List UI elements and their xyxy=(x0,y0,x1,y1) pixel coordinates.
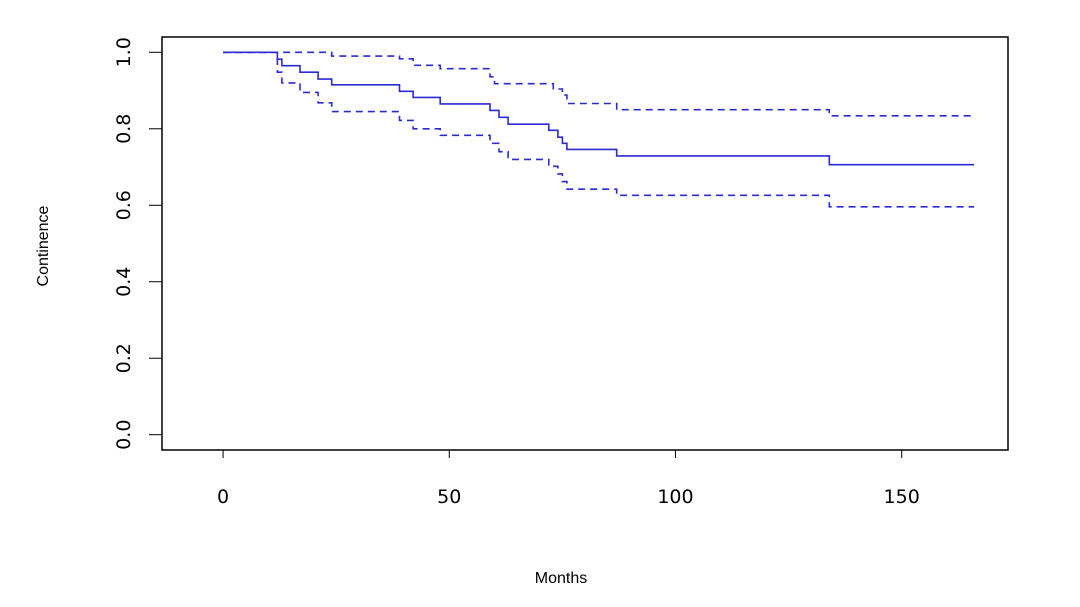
x-axis: 0 50 100 150 xyxy=(217,449,920,508)
upper-confidence-band xyxy=(223,51,975,117)
y-tick-label: 0.4 xyxy=(113,267,135,297)
y-tick-label: 0.8 xyxy=(113,114,135,144)
y-axis-title: Continence xyxy=(35,205,52,286)
x-tick-label: 50 xyxy=(437,486,461,508)
y-axis: 0.0 0.2 0.4 0.6 0.8 1.0 xyxy=(113,37,162,450)
survival-curve xyxy=(223,51,975,166)
y-tick-label: 0.0 xyxy=(113,420,135,450)
x-tick-label: 100 xyxy=(657,486,693,508)
x-axis-title: Months xyxy=(535,570,587,587)
y-tick-label: 1.0 xyxy=(113,37,135,67)
plot-frame xyxy=(161,36,1009,451)
y-tick-label: 0.2 xyxy=(113,343,135,373)
x-tick-label: 150 xyxy=(884,486,920,508)
x-tick-label: 0 xyxy=(217,486,229,508)
y-tick-label: 0.6 xyxy=(113,190,135,220)
lower-confidence-band xyxy=(223,51,975,208)
series-layer xyxy=(223,51,975,208)
